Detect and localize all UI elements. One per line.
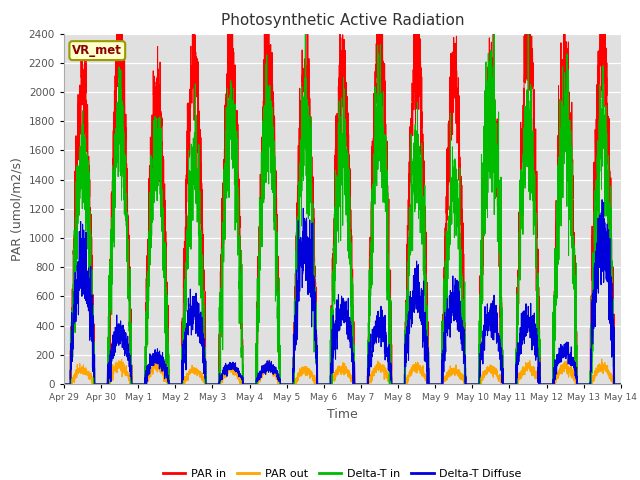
PAR in <box>616 381 624 387</box>
Delta-T Diffuse <box>60 381 68 387</box>
PAR out <box>60 381 68 387</box>
PAR in <box>60 381 68 387</box>
PAR in <box>322 381 330 387</box>
Delta-T in <box>322 381 330 387</box>
PAR out <box>499 381 506 387</box>
PAR in <box>161 197 168 203</box>
Delta-T Diffuse <box>160 362 168 368</box>
PAR in <box>467 381 475 387</box>
PAR out <box>598 356 605 362</box>
Delta-T in <box>301 28 309 34</box>
Delta-T in <box>436 381 444 387</box>
PAR in <box>617 381 625 387</box>
PAR out <box>467 381 475 387</box>
PAR out <box>617 381 625 387</box>
X-axis label: Time: Time <box>327 408 358 420</box>
Delta-T Diffuse <box>598 197 606 203</box>
Delta-T Diffuse <box>467 381 475 387</box>
Title: Photosynthetic Active Radiation: Photosynthetic Active Radiation <box>221 13 464 28</box>
Delta-T Diffuse <box>616 381 624 387</box>
Delta-T in <box>617 381 625 387</box>
Line: Delta-T in: Delta-T in <box>64 31 621 384</box>
Delta-T in <box>160 261 168 266</box>
Line: PAR out: PAR out <box>64 359 621 384</box>
Text: VR_met: VR_met <box>72 44 122 57</box>
Delta-T in <box>467 381 475 387</box>
PAR out <box>322 381 330 387</box>
Delta-T Diffuse <box>322 381 330 387</box>
Y-axis label: PAR (umol/m2/s): PAR (umol/m2/s) <box>10 157 23 261</box>
PAR out <box>160 372 168 378</box>
Legend: PAR in, PAR out, Delta-T in, Delta-T Diffuse: PAR in, PAR out, Delta-T in, Delta-T Dif… <box>159 465 526 480</box>
Line: PAR in: PAR in <box>64 0 621 384</box>
Delta-T in <box>499 347 507 353</box>
PAR in <box>499 372 507 377</box>
Line: Delta-T Diffuse: Delta-T Diffuse <box>64 200 621 384</box>
Delta-T in <box>616 381 624 387</box>
PAR out <box>436 381 444 387</box>
Delta-T Diffuse <box>617 381 625 387</box>
PAR out <box>616 381 624 387</box>
PAR in <box>436 381 444 387</box>
Delta-T Diffuse <box>436 381 444 387</box>
Delta-T Diffuse <box>499 381 506 386</box>
Delta-T in <box>60 381 68 387</box>
